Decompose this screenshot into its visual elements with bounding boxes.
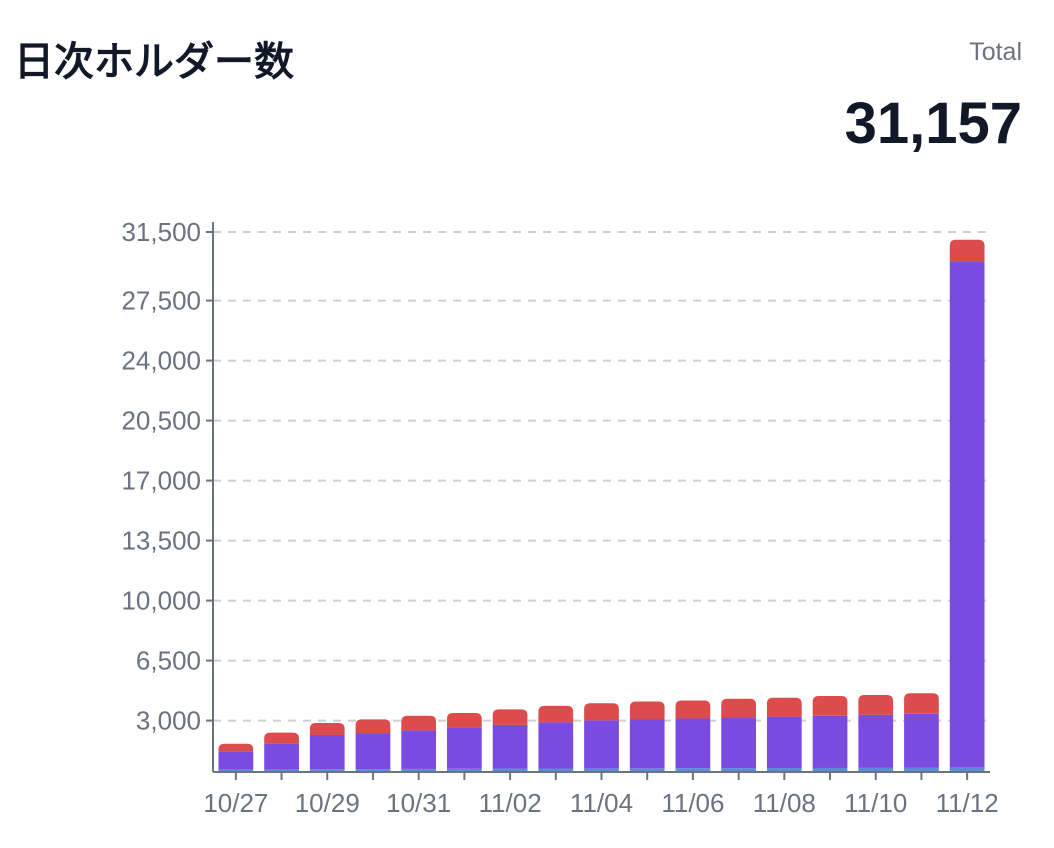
y-tick-label: 13,500 bbox=[121, 526, 201, 556]
bar-segment-main bbox=[401, 730, 437, 769]
bar-segment-main bbox=[812, 715, 848, 768]
x-tick-label: 11/08 bbox=[753, 788, 816, 818]
bar-segment-base bbox=[218, 769, 254, 772]
total-label: Total bbox=[969, 38, 1022, 66]
bar-segment-base bbox=[858, 767, 894, 772]
bar-segment-top bbox=[766, 697, 802, 717]
x-tick-label: 11/10 bbox=[844, 788, 907, 818]
y-tick-label: 27,500 bbox=[121, 286, 201, 316]
bar-segment-top bbox=[858, 695, 894, 715]
bar-segment-main bbox=[218, 751, 254, 770]
bar-segment-main bbox=[629, 719, 665, 769]
bar-segment-top bbox=[355, 719, 391, 734]
bar-segment-base bbox=[721, 768, 756, 772]
bar-segment-base bbox=[812, 767, 848, 772]
bar-segment-top bbox=[904, 693, 939, 714]
bar-segment-top bbox=[538, 705, 574, 723]
x-tick-label: 10/31 bbox=[386, 788, 451, 818]
bar-segment-top bbox=[949, 239, 985, 262]
chart-title: 日次ホルダー数 bbox=[14, 39, 294, 85]
bar-segment-main bbox=[949, 261, 985, 768]
y-tick-label: 3,000 bbox=[136, 706, 201, 736]
bar-segment-top bbox=[401, 715, 437, 731]
x-tick-label: 10/29 bbox=[295, 788, 360, 818]
x-tick-label: 11/02 bbox=[479, 788, 542, 818]
bar-segment-main bbox=[858, 714, 894, 768]
y-tick-label: 20,500 bbox=[121, 406, 201, 436]
y-tick-labels: 3,000 6,500 10,000 13,500 17,000 20,500 24,000… bbox=[121, 217, 201, 736]
bar-segment-main bbox=[766, 716, 802, 769]
bar-segment-top bbox=[812, 695, 848, 716]
axis-layer bbox=[206, 222, 990, 780]
bar-segment-base bbox=[538, 768, 574, 772]
bar-segment-base bbox=[355, 769, 391, 772]
x-tick-label: 11/12 bbox=[936, 788, 999, 818]
bar-segment-main bbox=[447, 727, 482, 769]
total-value: 31,157 bbox=[844, 91, 1022, 156]
y-tick-label: 31,500 bbox=[121, 217, 201, 247]
bar-segment-base bbox=[629, 768, 665, 772]
bar-segment-main bbox=[355, 733, 391, 770]
bar-segment-top bbox=[492, 709, 528, 725]
bar-segment-top bbox=[309, 722, 345, 735]
bar-segment-main bbox=[264, 743, 299, 770]
bar-segment-main bbox=[492, 724, 528, 769]
x-tick-labels: 10/27 10/29 10/31 11/02 11/04 11/06 11/08 11/10… bbox=[203, 788, 998, 818]
grid-layer bbox=[213, 231, 990, 722]
bar-segment-top bbox=[447, 713, 482, 728]
y-tick-label: 6,500 bbox=[136, 646, 201, 676]
bars-layer bbox=[218, 239, 985, 772]
bar-segment-top bbox=[629, 701, 665, 720]
bar-segment-base bbox=[675, 768, 711, 772]
bar-segment-base bbox=[401, 768, 437, 772]
bar-segment-main bbox=[675, 718, 711, 769]
bar-segment-base bbox=[264, 769, 299, 772]
bar-segment-main bbox=[721, 717, 756, 769]
bar-segment-main bbox=[309, 734, 345, 770]
bar-segment-base bbox=[584, 768, 619, 772]
bar-segment-base bbox=[904, 767, 939, 772]
x-tick-label: 10/27 bbox=[203, 788, 268, 818]
y-tick-label: 24,000 bbox=[121, 346, 201, 376]
bar-segment-top bbox=[218, 743, 254, 752]
bar-segment-base bbox=[447, 768, 482, 772]
y-tick-label: 17,000 bbox=[121, 466, 201, 496]
x-tick-label: 11/04 bbox=[570, 788, 633, 818]
bar-segment-top bbox=[264, 732, 299, 744]
bar-segment-base bbox=[949, 767, 985, 772]
bar-segment-main bbox=[904, 713, 939, 768]
bar-segment-base bbox=[492, 768, 528, 772]
bar-segment-top bbox=[675, 700, 711, 719]
bar-segment-main bbox=[538, 722, 574, 769]
bar-segment-top bbox=[721, 698, 756, 718]
bar-segment-base bbox=[766, 768, 802, 772]
bar-segment-base bbox=[309, 769, 345, 772]
bar-segment-main bbox=[584, 720, 619, 769]
bar-segment-top bbox=[584, 703, 619, 721]
y-tick-label: 10,000 bbox=[121, 586, 201, 616]
x-tick-label: 11/06 bbox=[661, 788, 724, 818]
